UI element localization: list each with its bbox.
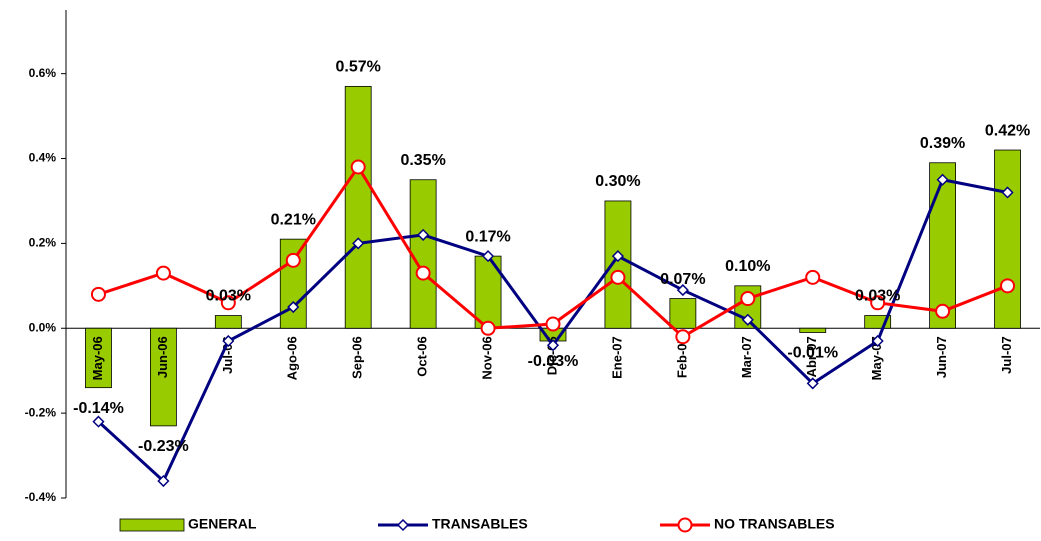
marker [1001,186,1014,199]
marker [611,250,624,263]
value-label: 0.17% [465,228,510,245]
bar [344,85,372,329]
bar [994,149,1021,329]
y-tick-label: 0.6% [29,66,57,80]
bar [85,327,112,389]
marker [676,284,689,297]
x-tick-label: Feb-07 [674,336,689,378]
marker [157,474,170,488]
legend-swatch [119,518,185,532]
y-tick-label: -0.4% [25,490,57,504]
legend-label: GENERAL [188,516,257,532]
value-label: 0.07% [660,271,705,288]
legend-marker [396,518,410,532]
value-label: 0.30% [595,173,640,190]
x-tick-label: May-07 [869,336,884,380]
x-tick-label: Jun-07 [934,336,949,378]
bar [929,162,956,329]
marker [610,269,626,285]
marker [545,316,561,332]
bar [409,179,437,329]
marker [90,286,106,302]
bar [279,238,307,329]
legend-marker [677,517,693,533]
marker [222,334,235,348]
x-tick-label: Abr-07 [804,336,819,377]
marker [740,291,756,307]
y-tick-label: -0.2% [25,405,57,419]
marker [417,228,430,241]
x-tick-label: Sep-06 [350,336,365,379]
y-tick-label: 0.2% [29,236,57,250]
x-tick-label: Jun-06 [155,336,170,378]
bar [669,298,697,329]
value-label: 0.42% [985,122,1030,139]
x-tick-label: Ago-06 [285,336,300,380]
x-tick-label: Oct-06 [415,336,430,376]
x-tick-label: Mar-07 [739,336,754,378]
marker [805,269,821,285]
marker [482,250,495,263]
value-label: 0.10% [725,258,770,275]
marker [415,265,431,281]
marker [285,252,301,268]
marker [352,237,365,250]
value-label: -0.23% [138,438,189,455]
marker [155,265,171,281]
legend-label: NO TRANSABLES [714,516,835,532]
x-tick-label: Ene-07 [609,336,624,379]
value-label: 0.03% [855,288,900,305]
line [98,164,1009,339]
value-label: 0.57% [336,59,381,76]
value-label: 0.21% [271,211,316,228]
x-tick-label: May-06 [90,336,105,380]
marker [480,320,496,336]
marker [675,329,691,345]
y-tick-label: 0.4% [29,151,57,165]
x-tick-label: Jul-06 [220,336,235,374]
value-label: 0.35% [400,152,445,169]
marker [870,295,886,311]
value-label: 0.03% [206,288,251,305]
marker [350,159,366,175]
marker [287,300,300,314]
marker [92,415,105,428]
value-label: -0.01% [787,345,838,362]
value-label: -0.14% [73,400,124,417]
x-tick-label: Nov-06 [480,336,495,379]
marker [220,295,236,311]
bar [799,327,827,333]
value-label: 0.39% [920,135,965,152]
bar [214,315,242,329]
value-label: -0.03% [528,353,579,370]
marker [806,377,819,390]
bar [149,327,177,427]
marker [871,334,884,348]
x-tick-label: Jul-07 [999,336,1014,374]
marker [935,303,951,319]
marker [741,313,754,326]
bar [604,200,632,329]
marker [546,339,560,352]
marker [936,173,949,186]
legend-label: TRANSABLES [432,516,528,532]
marker [1000,278,1016,294]
y-tick-label: 0.0% [29,320,57,334]
